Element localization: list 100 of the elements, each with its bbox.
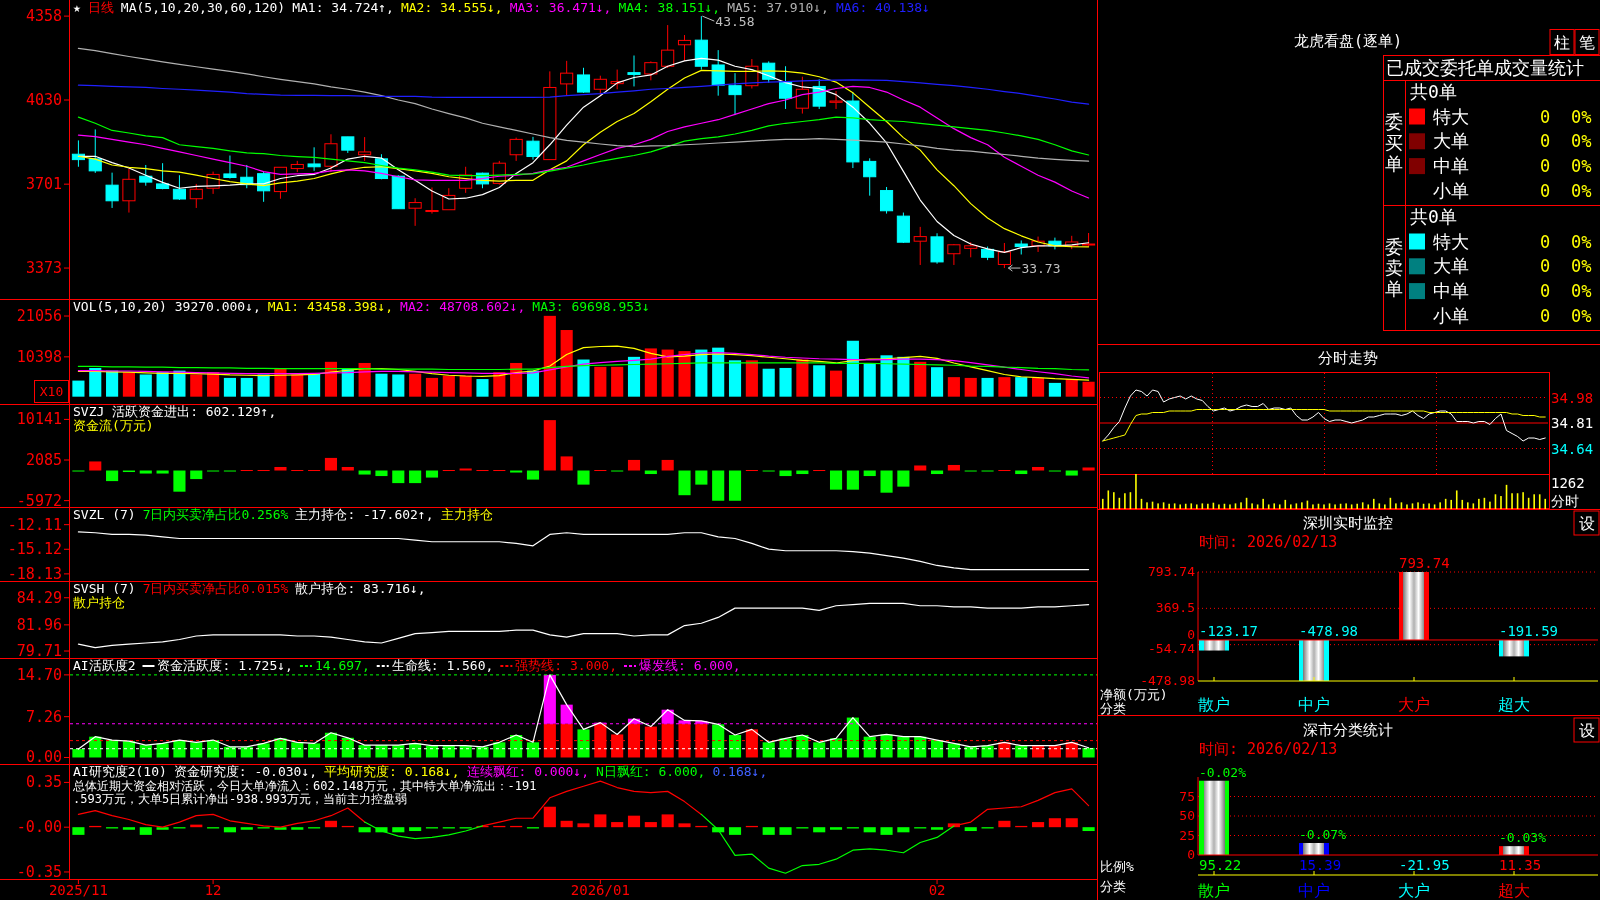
tick-label: 50 [1179, 808, 1195, 823]
tick-label: 7.26 [25, 707, 62, 726]
row-group: 委买单 [1385, 111, 1403, 174]
legend-entry: MA3: 36.471↓, [509, 0, 612, 15]
x-label: 分类 [1100, 701, 1126, 716]
value-label: -21.95 [1399, 857, 1450, 873]
annotation: 43.58 [715, 14, 755, 30]
cell: 0 [1539, 106, 1551, 127]
row-label: 中单 [1433, 280, 1469, 302]
annotation: X10 [39, 384, 64, 399]
tick-label: 3373 [25, 259, 62, 278]
annotation: 7日内买卖净占比0.256% [142, 507, 289, 522]
annotation: 0.168↓, [712, 764, 768, 779]
legend-entry: 散户持仓: 83.716↓, [295, 581, 426, 596]
group-total: 共0单 [1410, 81, 1457, 102]
y-label: 净额(万元) [1100, 687, 1168, 702]
cell: 0% [1571, 180, 1592, 201]
tick-label: -5972 [16, 491, 62, 510]
tick-label: -478.98 [1140, 673, 1195, 688]
tick-label: 84.29 [16, 588, 62, 607]
cell: 0 [1539, 231, 1551, 252]
x-label: 分类 [1100, 879, 1126, 894]
category-label: 超大 [1498, 881, 1530, 900]
value-label: 95.22 [1199, 857, 1242, 873]
annotation: -0.02% [1199, 764, 1246, 780]
legend-entry: 资金活跃度: 1.725↓, [157, 658, 293, 673]
subtitle: 总体近期大资金相对活跃，今日大单净流入：602.148万元，其中特大单净流出：-191.593万元，大单5日累计净出-938.993万元，当前主力控盘弱 [73, 779, 537, 806]
x-tick-label: 02 [928, 882, 946, 898]
title: SVZL (7) [73, 507, 136, 522]
title: SVZJ 活跃资金进出: 602.129↑, [73, 404, 277, 419]
category-label: 中户 [1298, 695, 1330, 714]
cell: 0% [1571, 231, 1592, 252]
cell: 0% [1571, 106, 1592, 127]
annotation: 资金研究度: -0.030↓, [173, 764, 318, 779]
y-label: 比例% [1100, 859, 1134, 874]
row-label: 特大 [1433, 105, 1469, 127]
tick-label: 369.5 [1155, 600, 1195, 616]
tick-label: 10398 [16, 347, 62, 366]
row-label: 特大 [1433, 230, 1469, 252]
category-label: 中户 [1298, 881, 1330, 900]
title: 深圳实时监控 [1303, 514, 1393, 532]
subtitle: 主力持仓 [440, 507, 493, 522]
legend-entry: MA1: 43458.398↓, [267, 299, 394, 314]
subtitle: 资金流(万元) [73, 418, 154, 433]
cell: 0% [1571, 131, 1592, 152]
tick-label: 2085 [25, 451, 62, 469]
tick-label: 0.00 [25, 748, 62, 767]
table-header: 已成交委托单成交量统计 [1386, 57, 1584, 78]
tick-label: 10141 [16, 410, 62, 429]
title: VOL(5,10,20) 39270.000↓, [73, 299, 261, 314]
tick-label: -0.35 [16, 862, 62, 881]
data-label: 793.74 [1399, 555, 1450, 571]
category-label: 大户 [1398, 695, 1430, 714]
cell: 0 [1539, 281, 1551, 302]
tick-label: 0 [1187, 847, 1195, 862]
legend-entry: MA2: 48708.602↓, [400, 299, 526, 314]
value-label: 15.39 [1299, 857, 1342, 873]
value-label: 11.35 [1499, 857, 1542, 873]
row-label: 小单 [1433, 179, 1469, 201]
row-label: 大单 [1433, 255, 1469, 277]
subtitle: MA(5,10,20,30,60,120) [120, 0, 286, 15]
cell: 0 [1539, 156, 1551, 177]
cell: 0% [1571, 305, 1592, 326]
tick-label: 793.74 [1148, 564, 1195, 579]
tick-label: -12.11 [7, 515, 62, 534]
category-label: 大户 [1398, 881, 1430, 900]
tick-label: 34.98 [1551, 389, 1594, 406]
title: AI活跃度2 [73, 658, 136, 673]
cell: 0 [1539, 180, 1551, 201]
annotation: -0.07% [1299, 827, 1346, 842]
ref-label: 生命线: 1.560, [391, 658, 494, 673]
tick-label: 79.71 [16, 642, 62, 660]
legend-entry: MA3: 69698.953↓ [532, 299, 650, 314]
annotation: 连续飘红: 0.000↓, [466, 764, 589, 779]
tick-label: 0 [1187, 627, 1195, 643]
legend-entry: MA2: 34.555↓, [400, 0, 503, 15]
tick-label: 34.81 [1551, 415, 1594, 431]
category-label: 超大 [1498, 695, 1530, 714]
tick-label: 75 [1179, 788, 1195, 804]
tick-label: 81.96 [16, 615, 62, 634]
tick-label: 25 [1179, 827, 1195, 843]
subtitle: 时间: 2026/02/13 [1199, 740, 1338, 758]
row-label: 大单 [1433, 130, 1469, 152]
row-label: 小单 [1433, 304, 1469, 326]
category-label: 散户 [1198, 881, 1230, 900]
ref-label: 强势线: 3.000, [515, 658, 617, 673]
button-label: 设 [1578, 514, 1595, 533]
cell: 0 [1539, 305, 1551, 326]
title: SVSH (7) [73, 581, 136, 596]
category-label: 散户 [1198, 695, 1230, 714]
ref-label: 14.697, [314, 658, 370, 673]
legend-entry: MA4: 38.151↓, [618, 0, 721, 15]
data-label: -478.98 [1299, 623, 1358, 639]
annotation: 平均研究度: 0.168↓, [324, 764, 460, 779]
x-tick-label: 12 [204, 882, 222, 898]
data-label: -191.59 [1499, 623, 1558, 639]
button-label: 笔 [1579, 33, 1595, 52]
button-label: 设 [1578, 721, 1595, 740]
cell: 0 [1539, 256, 1551, 277]
title: 深市分类统计 [1303, 721, 1393, 739]
